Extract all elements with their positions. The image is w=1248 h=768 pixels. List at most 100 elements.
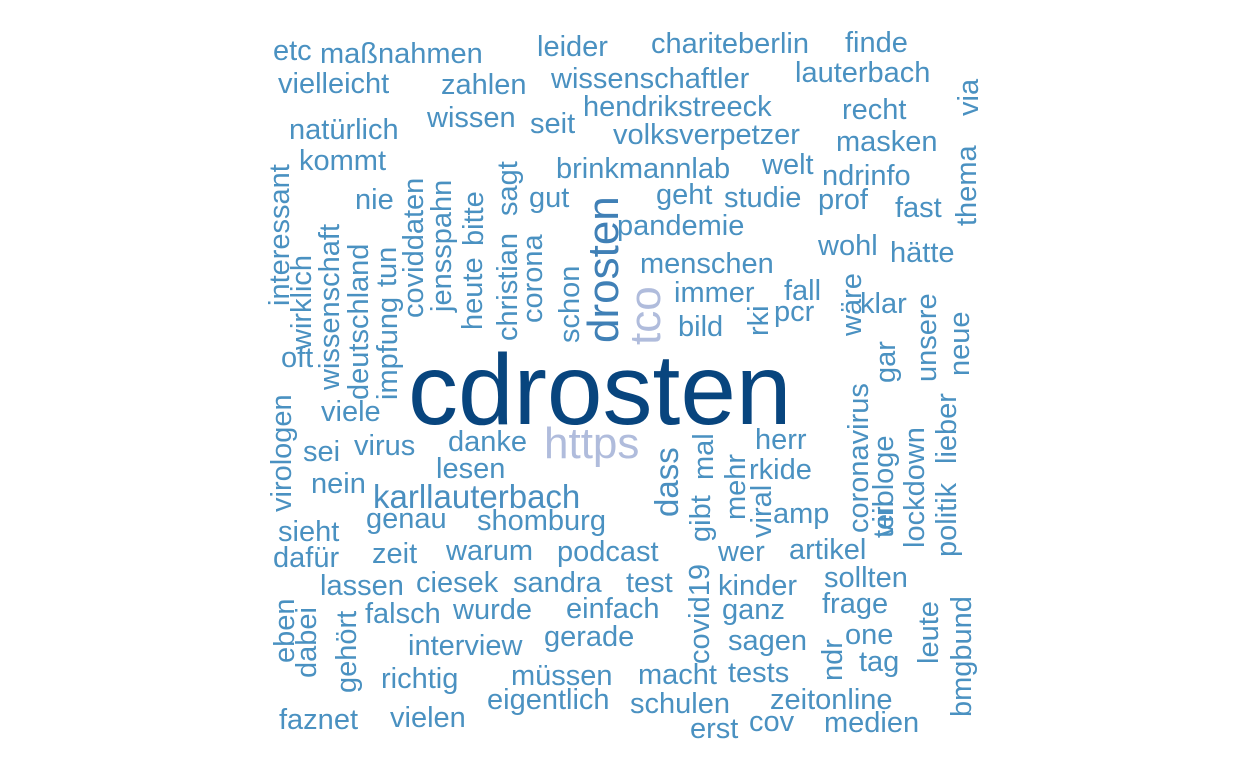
word: tun — [371, 246, 403, 287]
word: prof — [818, 184, 868, 216]
word: rkide — [749, 454, 812, 486]
word: bmgbund — [946, 596, 978, 717]
word: kinder — [718, 570, 797, 602]
word: seit — [530, 108, 576, 140]
word: unsere — [911, 293, 943, 382]
word: wirklich — [286, 254, 318, 350]
word: viele — [321, 396, 381, 428]
word: nie — [355, 184, 394, 216]
word: impfung — [372, 296, 404, 400]
word: tag — [859, 646, 900, 678]
word: falsch — [365, 598, 441, 630]
word: sei — [303, 436, 341, 468]
word: lieber — [931, 393, 963, 464]
word: richtig — [381, 663, 459, 695]
word: faznet — [279, 704, 358, 736]
word: sagt — [492, 161, 524, 216]
word: klar — [860, 288, 907, 320]
word: studie — [724, 182, 802, 214]
word: zeit — [372, 538, 418, 570]
word: wer — [718, 536, 765, 568]
word: ganz — [722, 594, 785, 626]
word: cov — [749, 706, 795, 738]
word: lassen — [320, 570, 404, 602]
word: genau — [366, 503, 447, 535]
word: chariteberlin — [651, 28, 809, 60]
word: vielen — [390, 702, 466, 734]
word: wissenschaft — [314, 223, 346, 390]
word: müssen — [511, 660, 613, 692]
word: macht — [638, 659, 717, 691]
word: tco — [621, 286, 670, 345]
word: bild — [678, 311, 724, 343]
word: jensspahn — [426, 179, 458, 312]
word: lockdown — [899, 427, 931, 548]
word: neue — [944, 311, 976, 376]
word: herr — [755, 424, 807, 456]
word: eigentlich — [487, 684, 610, 716]
word: heute — [457, 257, 489, 330]
word: masken — [836, 126, 938, 158]
word: geht — [656, 179, 713, 211]
word: fast — [895, 192, 942, 224]
word: medien — [824, 707, 920, 739]
word: immer — [674, 277, 755, 309]
word: nein — [311, 468, 366, 500]
word: pcr — [774, 296, 815, 328]
word: corona — [517, 234, 549, 323]
word: fall — [784, 275, 822, 307]
word: virologen — [266, 394, 298, 512]
word: deutschland — [343, 243, 375, 400]
word: menschen — [640, 248, 774, 280]
word: wissen — [427, 102, 516, 134]
word: wissenschaftler — [551, 63, 750, 95]
word: zahlen — [441, 69, 527, 101]
word: gerade — [544, 621, 635, 653]
word: recht — [842, 94, 907, 126]
word: wäre — [836, 273, 868, 336]
word: schon — [554, 265, 586, 343]
word: maßnahmen — [320, 38, 483, 70]
word: teil — [868, 500, 900, 538]
word: dafür — [273, 542, 340, 574]
word: bitte — [458, 191, 490, 246]
word: artikel — [789, 534, 867, 566]
word: frage — [822, 588, 889, 620]
word: via — [953, 78, 985, 116]
word: dass — [648, 447, 685, 517]
word: einfach — [566, 593, 660, 625]
word: karllauterbach — [373, 478, 581, 515]
word: coviddaten — [398, 177, 430, 318]
word: finde — [845, 27, 908, 59]
word: cdrosten — [408, 334, 792, 446]
word: gehört — [331, 610, 363, 693]
word: interview — [408, 630, 523, 662]
word: warum — [446, 535, 534, 567]
word: gar — [870, 341, 902, 383]
word: hätte — [890, 237, 955, 269]
word: lauterbach — [795, 57, 931, 89]
word: wohl — [818, 230, 878, 262]
word: politik — [931, 482, 963, 557]
word: brinkmannlab — [556, 153, 731, 185]
word: https — [544, 419, 640, 468]
word: ndrinfo — [822, 160, 911, 192]
word: mal — [688, 433, 720, 480]
word: volksverpetzer — [613, 119, 800, 151]
word: etc — [273, 35, 312, 67]
word: lesen — [436, 453, 506, 485]
word: dabei — [291, 607, 323, 678]
word: pandemie — [617, 210, 745, 242]
word: schulen — [630, 688, 730, 720]
word: sieht — [278, 516, 340, 548]
word: virus — [354, 430, 416, 462]
word: tests — [728, 657, 790, 689]
word: sagen — [728, 625, 808, 657]
word: kommt — [299, 145, 386, 177]
word: gut — [529, 182, 570, 214]
word: vielleicht — [278, 68, 390, 100]
word: gibt — [685, 495, 717, 542]
word: natürlich — [289, 114, 399, 146]
word: thema — [951, 145, 983, 226]
